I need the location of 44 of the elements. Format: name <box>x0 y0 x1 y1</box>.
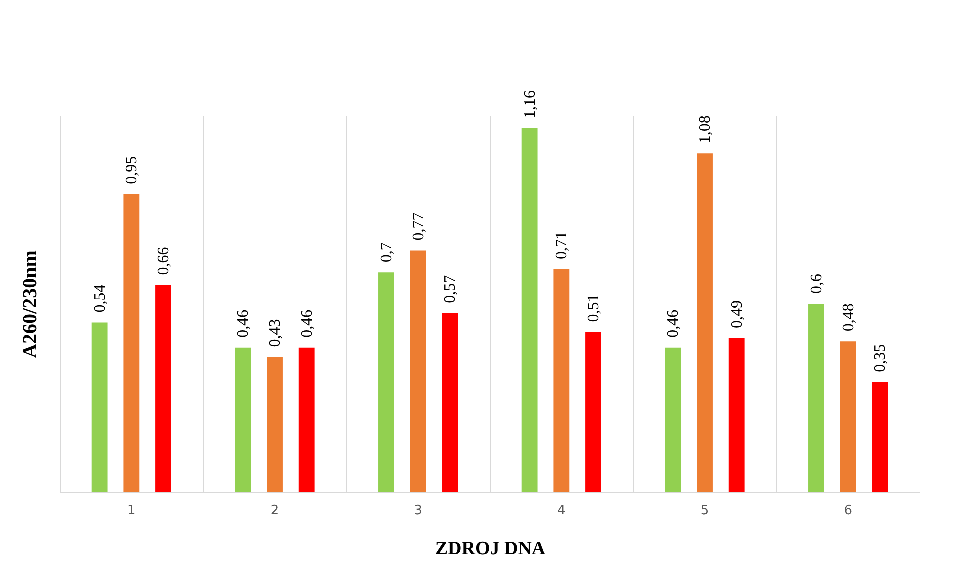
data-label: 0,48 <box>840 304 858 332</box>
bar <box>665 348 682 492</box>
data-label: 0,51 <box>586 294 603 322</box>
x-tick-label: 1 <box>128 504 136 518</box>
bar <box>872 382 888 492</box>
bar <box>586 332 602 492</box>
bar <box>697 154 713 492</box>
x-tick-label: 6 <box>844 504 852 518</box>
x-axis-title: ZDROJ DNA <box>435 538 546 560</box>
x-tick-label: 5 <box>700 504 710 518</box>
x-tick-label: 3 <box>414 504 422 518</box>
bar <box>808 304 824 492</box>
y-axis-title: A260/230nm <box>20 250 42 358</box>
bar <box>267 357 283 492</box>
data-label: 0,46 <box>235 310 252 338</box>
data-label: 0,49 <box>728 300 746 328</box>
bar <box>410 250 426 492</box>
data-label: 0,66 <box>156 247 173 276</box>
bar <box>728 338 745 492</box>
x-tick-label: 2 <box>270 504 280 518</box>
data-label: 0,57 <box>442 275 460 304</box>
bar <box>156 285 172 492</box>
data-label: 0,6 <box>808 274 826 294</box>
bar <box>298 348 315 492</box>
data-label: 1,16 <box>522 90 539 119</box>
data-label: 0,35 <box>872 344 890 372</box>
data-label: 1,08 <box>697 116 714 144</box>
bar <box>92 322 108 492</box>
data-label: 0,46 <box>665 310 682 338</box>
data-label: 0,7 <box>378 242 396 263</box>
data-label: 0,43 <box>267 319 284 348</box>
bar <box>442 313 458 492</box>
bar <box>554 270 570 492</box>
data-label: 0,71 <box>554 232 571 260</box>
data-label: 0,46 <box>298 310 316 338</box>
data-label: 0,95 <box>124 156 141 184</box>
bar <box>840 342 856 492</box>
data-label: 0,77 <box>410 212 428 241</box>
bar <box>378 272 394 492</box>
x-tick-label: 4 <box>558 504 566 518</box>
bar <box>522 128 538 492</box>
bar <box>124 194 140 492</box>
bar <box>235 348 252 492</box>
data-label: 0,54 <box>92 284 109 313</box>
